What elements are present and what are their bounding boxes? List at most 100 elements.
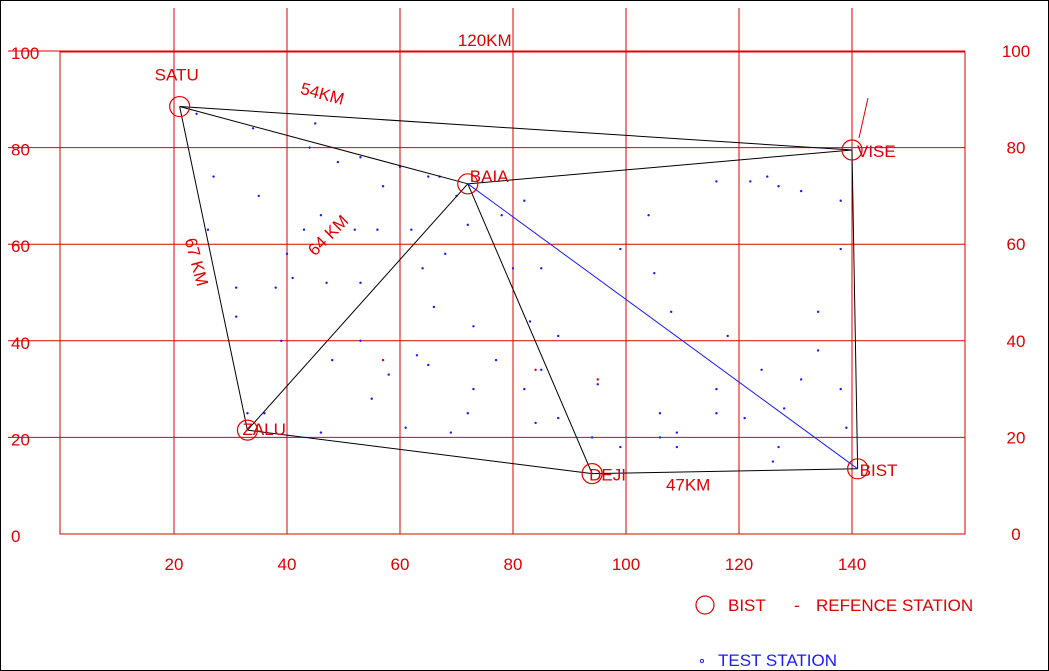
baseline-line: [467, 183, 593, 474]
test-station-dot: [619, 445, 622, 449]
test-station-dot: [619, 247, 622, 251]
station-label: ZALU: [242, 420, 285, 439]
test-station-dot: [839, 247, 842, 251]
legend-test-label: TEST STATION: [718, 651, 837, 670]
y-tick-label-right: 100: [1002, 42, 1030, 61]
y-tick-label-right: 60: [1007, 235, 1026, 254]
test-station-dot: [816, 349, 820, 352]
test-station-dot: [274, 286, 277, 289]
station-circle-icon: [847, 458, 869, 480]
test-station-dot: [715, 387, 718, 391]
test-station-dot: [246, 412, 249, 415]
test-station-dot: [370, 397, 373, 400]
baseline-line: [179, 106, 853, 151]
test-station-dot: [359, 281, 362, 285]
test-station-red-mark: [534, 368, 537, 371]
test-station-dot: [839, 199, 842, 202]
test-station-red-mark: [381, 358, 385, 362]
test-station-dot: [511, 267, 515, 270]
test-station-dot: [319, 214, 323, 217]
station-satu: SATU: [155, 66, 199, 118]
test-station-dot: [381, 185, 385, 188]
test-station-dot: [670, 310, 673, 314]
station-circle-icon: [169, 95, 191, 118]
test-station-dot: [376, 228, 379, 231]
test-station-dot: [359, 156, 362, 159]
station-label: DEJI: [589, 466, 626, 485]
test-station-dot: [308, 146, 311, 149]
test-station-dot: [336, 160, 340, 164]
station-label: BAIA: [470, 167, 509, 186]
y-tick-label-right: 80: [1007, 139, 1026, 158]
test-station-dot: [658, 412, 662, 415]
vise-north-tick: [858, 97, 869, 139]
test-station-dot: [195, 112, 198, 115]
test-station-dot: [325, 281, 328, 285]
test-station-dot: [799, 189, 803, 193]
test-station-dot: [799, 378, 803, 381]
test-station-dot: [302, 228, 306, 231]
test-station-dot: [715, 412, 718, 415]
test-station-dot: [653, 271, 656, 275]
station-deji: DEJI: [581, 463, 626, 485]
test-station-dot: [251, 127, 255, 130]
y-tick-label-left: 80: [11, 141, 30, 160]
test-station-dot: [726, 334, 729, 338]
test-station-red-mark: [596, 378, 599, 381]
y-tick-label-right: 20: [1007, 428, 1026, 447]
test-station-dot: [596, 383, 599, 386]
test-station-dot: [528, 320, 532, 323]
baseline-line: [179, 106, 248, 431]
test-station-dot: [540, 267, 543, 270]
baseline-line: [179, 106, 468, 185]
test-station-dot: [845, 426, 848, 429]
test-station-dot: [749, 180, 752, 183]
test-station-dot: [715, 180, 718, 183]
legend-reference-label: REFENCE STATION: [816, 596, 973, 615]
test-station-dot: [410, 228, 413, 231]
y-axis-left-tick-labels: 0 20 40 60 80 100: [11, 44, 39, 546]
test-station-dot: [675, 431, 679, 434]
y-axis-right-tick-labels: 0 20 40 60 80 100: [1002, 42, 1030, 544]
x-tick-label: 20: [165, 555, 184, 574]
test-station-dot: [331, 358, 334, 362]
test-station-dot: [816, 310, 820, 314]
test-station-dot: [540, 368, 543, 371]
test-station-dot: [534, 421, 537, 425]
test-station-dot: [466, 223, 469, 227]
test-station-dot: [444, 252, 447, 256]
station-baia: BAIA: [457, 167, 509, 195]
test-station-dot: [319, 431, 323, 434]
x-tick-label: 60: [391, 555, 410, 574]
station-circle-icon: [841, 139, 863, 161]
baseline-line: [247, 429, 593, 475]
baseline-line: [851, 150, 859, 469]
x-tick-label: 80: [504, 555, 523, 574]
station-bist: BIST: [847, 458, 898, 480]
test-station-dot: [212, 175, 215, 178]
x-tick-label: 100: [612, 555, 640, 574]
test-station-dot: [415, 354, 419, 357]
test-station-dot: [766, 175, 769, 178]
x-tick-label: 140: [838, 555, 866, 574]
test-station-dot: [557, 416, 560, 420]
baselines: [179, 106, 859, 475]
station-zalu: ZALU: [236, 419, 286, 441]
test-station-dot: [234, 286, 238, 289]
test-station-dot: [783, 407, 786, 410]
y-tick-label-left: 20: [11, 430, 30, 449]
test-station-dot: [387, 373, 390, 376]
test-station-dot: [500, 214, 503, 217]
test-station-dot: [557, 334, 560, 338]
test-station-dot: [647, 214, 650, 217]
y-tick-label-right: 0: [1011, 525, 1020, 544]
test-station-dot: [839, 387, 842, 391]
station-circle-icon: [581, 463, 603, 485]
test-station-dot: [777, 445, 780, 449]
station-label: BIST: [860, 461, 898, 480]
test-station-dot: [257, 194, 260, 198]
test-station-dot: [291, 276, 294, 280]
test-station-dot: [353, 228, 356, 231]
test-station-dot: [523, 199, 526, 202]
